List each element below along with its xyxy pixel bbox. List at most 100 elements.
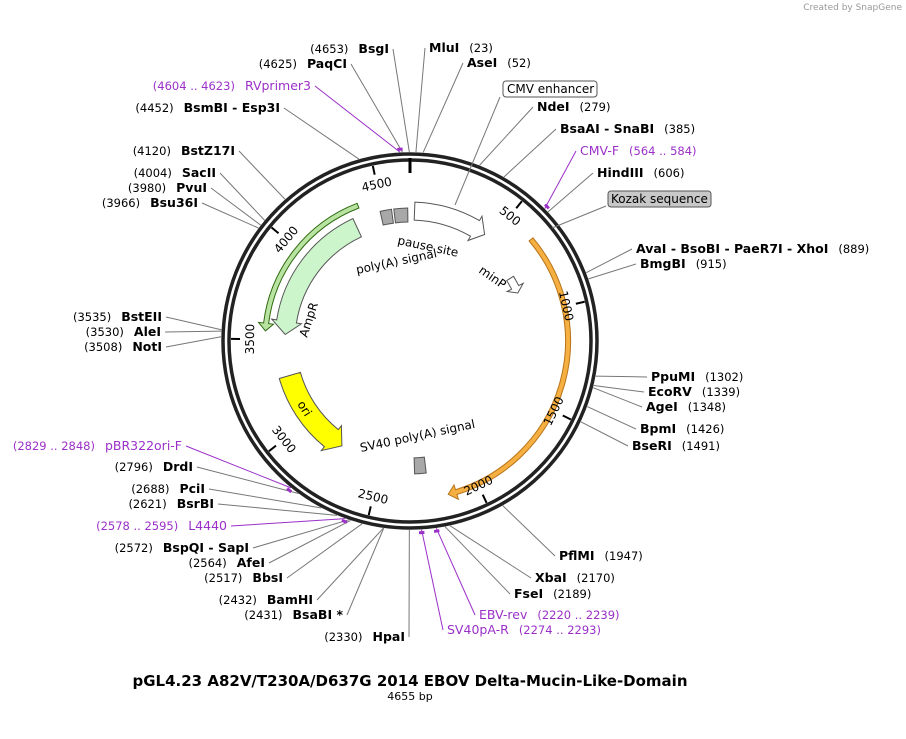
site-name: BstZ17I xyxy=(181,143,235,158)
site-position: (3508) xyxy=(84,340,122,354)
site-name: BbsI xyxy=(252,570,283,585)
site-name: HpaI xyxy=(373,629,406,644)
site-label: (2572) BspQI - SapI xyxy=(115,540,249,555)
ruler-label: 2500 xyxy=(357,486,390,507)
site-name: BsrBI xyxy=(177,496,214,511)
site-name: L4440 xyxy=(188,518,227,533)
credit: Created by SnapGene xyxy=(803,3,902,13)
ruler-label: 1500 xyxy=(541,394,567,428)
site-name: XbaI xyxy=(535,570,567,585)
feature-arrow xyxy=(270,217,363,336)
site-name: AseI xyxy=(467,55,497,70)
leader-line xyxy=(454,96,501,206)
site-label: (4120) BstZ17I xyxy=(133,143,235,158)
site-label: (3966) Bsu36I xyxy=(102,195,198,210)
site-name: AgeI xyxy=(646,399,678,414)
site-label: (4004) SacII xyxy=(134,165,216,180)
leader-line xyxy=(286,523,363,579)
site-position: (1302) xyxy=(705,370,743,384)
site-label: BpmI (1426) xyxy=(640,421,724,436)
site-name: PflMI xyxy=(559,548,595,563)
site-position: (2578 .. 2595) xyxy=(96,519,178,533)
leader-line xyxy=(544,150,577,209)
leader-line xyxy=(230,518,346,527)
leader-line xyxy=(165,316,222,331)
site-name: BspQI - SapI xyxy=(163,540,249,555)
site-position: (1339) xyxy=(702,385,740,399)
site-position: (2829 .. 2848) xyxy=(13,439,95,453)
site-name: BamHI xyxy=(267,592,313,607)
site-name: PciI xyxy=(179,481,205,496)
site-name: FseI xyxy=(514,586,543,601)
site-label: BmgBI (915) xyxy=(640,256,727,271)
site-label: (2431) BsaBI * xyxy=(244,607,343,622)
site-position: (3966) xyxy=(102,196,140,210)
leader-line xyxy=(585,248,633,274)
ruler-label: 4500 xyxy=(360,174,393,194)
site-position: (2621) xyxy=(128,497,166,511)
site-position: (4625) xyxy=(259,57,297,71)
leader-line xyxy=(165,336,222,348)
site-label: (2796) DrdI xyxy=(115,459,193,474)
ruler-tick xyxy=(562,414,572,421)
leader-line xyxy=(587,406,637,430)
feature-arrow xyxy=(278,371,343,452)
site-name: BseRI xyxy=(632,438,672,453)
site-position: (1491) xyxy=(682,439,720,453)
feature-label: minP xyxy=(476,263,509,292)
site-name: DrdI xyxy=(163,459,193,474)
leader-line xyxy=(350,63,403,153)
site-position: (385) xyxy=(664,122,695,136)
ruler-label: 1000 xyxy=(556,289,576,322)
site-position: (2330) xyxy=(324,630,362,644)
site-label: (2517) BbsI xyxy=(204,570,283,585)
feature-arrow xyxy=(257,202,360,332)
site-name: EcoRV xyxy=(648,384,692,399)
site-position: (2432) xyxy=(219,593,257,607)
site-position: (2431) xyxy=(244,608,282,622)
site-position: (3530) xyxy=(86,325,124,339)
site-position: (4604 .. 4623) xyxy=(153,79,235,93)
feature-label: poly(A) signal xyxy=(355,246,438,277)
ruler-label: 3500 xyxy=(243,324,257,355)
leader-line xyxy=(415,47,426,153)
feature-shapes xyxy=(257,201,572,501)
site-label: XbaI (2170) xyxy=(535,570,615,585)
site-label: AseI (52) xyxy=(467,55,531,70)
ruler-label: 2000 xyxy=(462,473,496,499)
leader-line xyxy=(444,526,511,595)
leader-line xyxy=(502,505,556,557)
feature-arrow xyxy=(393,207,409,224)
site-name: Bsu36I xyxy=(150,195,198,210)
site-position: (2274 .. 2293) xyxy=(519,623,601,637)
leader-line xyxy=(185,445,292,489)
site-position: (4452) xyxy=(135,101,173,115)
site-label: NdeI (279) xyxy=(537,99,610,114)
feature-label: SV40 poly(A) signal xyxy=(359,417,477,455)
site-name: NotI xyxy=(132,339,162,354)
site-position: (4004) xyxy=(134,166,172,180)
site-name: SacII xyxy=(182,165,216,180)
leader-line xyxy=(208,488,322,509)
site-name: MluI xyxy=(429,40,459,55)
backbone-outer xyxy=(221,152,599,530)
site-position: (2688) xyxy=(131,482,169,496)
site-name: BsgI xyxy=(358,41,389,56)
leader-line xyxy=(503,128,557,178)
site-label: BseRI (1491) xyxy=(632,438,720,453)
backbone-inner xyxy=(227,158,593,524)
feature-arrow xyxy=(413,201,486,242)
primer-mark xyxy=(433,529,440,533)
site-position: (52) xyxy=(507,56,531,70)
site-label: CMV-F (564 .. 584) xyxy=(580,143,697,158)
site-name: PpuMI xyxy=(651,369,695,384)
leader-line xyxy=(592,387,643,408)
feature-box xyxy=(607,190,712,208)
site-name: RVprimer3 xyxy=(245,78,311,93)
site-position: (2572) xyxy=(115,541,153,555)
site-label: MluI (23) xyxy=(429,40,493,55)
primer-mark xyxy=(286,487,293,494)
site-name: NdeI xyxy=(537,99,570,114)
leader-line xyxy=(547,172,594,213)
ruler-tick xyxy=(481,494,488,504)
